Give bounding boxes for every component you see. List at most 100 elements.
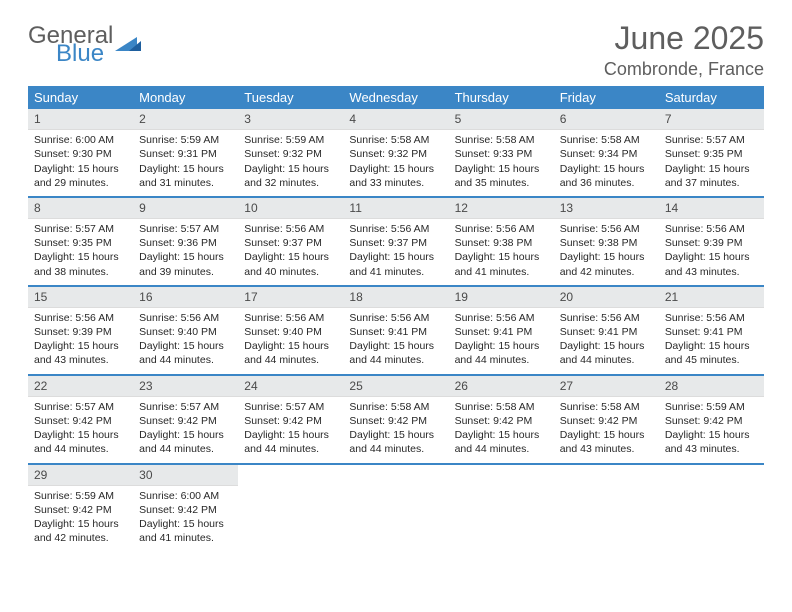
day-cell: 8Sunrise: 5:57 AMSunset: 9:35 PMDaylight… [28,198,133,285]
day-cell: 30Sunrise: 6:00 AMSunset: 9:42 PMDayligh… [133,465,238,552]
sunset-line: Sunset: 9:42 PM [34,414,127,428]
day-number: 23 [133,376,238,397]
day-cell: 1Sunrise: 6:00 AMSunset: 9:30 PMDaylight… [28,109,133,196]
day-number: 15 [28,287,133,308]
day-body: Sunrise: 5:57 AMSunset: 9:35 PMDaylight:… [659,130,764,196]
sunrise-line: Sunrise: 5:57 AM [34,222,127,236]
day-body: Sunrise: 5:57 AMSunset: 9:42 PMDaylight:… [28,397,133,463]
daylight-line: Daylight: 15 hours and 44 minutes. [244,428,337,456]
day-cell: 27Sunrise: 5:58 AMSunset: 9:42 PMDayligh… [554,376,659,463]
day-number: 11 [343,198,448,219]
calendar: SundayMondayTuesdayWednesdayThursdayFrid… [28,86,764,551]
sunrise-line: Sunrise: 5:58 AM [560,400,653,414]
sunset-line: Sunset: 9:41 PM [455,325,548,339]
daylight-line: Daylight: 15 hours and 42 minutes. [560,250,653,278]
day-number: 19 [449,287,554,308]
day-body: Sunrise: 5:57 AMSunset: 9:35 PMDaylight:… [28,219,133,285]
day-number: 28 [659,376,764,397]
day-cell [449,465,554,552]
day-cell: 22Sunrise: 5:57 AMSunset: 9:42 PMDayligh… [28,376,133,463]
day-body: Sunrise: 5:59 AMSunset: 9:42 PMDaylight:… [28,486,133,552]
sunrise-line: Sunrise: 5:58 AM [455,133,548,147]
day-body: Sunrise: 5:56 AMSunset: 9:41 PMDaylight:… [449,308,554,374]
daylight-line: Daylight: 15 hours and 41 minutes. [139,517,232,545]
daylight-line: Daylight: 15 hours and 38 minutes. [34,250,127,278]
sunset-line: Sunset: 9:32 PM [244,147,337,161]
day-number: 18 [343,287,448,308]
day-number: 1 [28,109,133,130]
day-cell: 13Sunrise: 5:56 AMSunset: 9:38 PMDayligh… [554,198,659,285]
sunrise-line: Sunrise: 5:57 AM [139,400,232,414]
day-number: 22 [28,376,133,397]
sunset-line: Sunset: 9:41 PM [665,325,758,339]
daylight-line: Daylight: 15 hours and 44 minutes. [139,339,232,367]
sunrise-line: Sunrise: 5:57 AM [34,400,127,414]
daylight-line: Daylight: 15 hours and 44 minutes. [455,339,548,367]
sunrise-line: Sunrise: 5:56 AM [349,222,442,236]
day-number: 29 [28,465,133,486]
daylight-line: Daylight: 15 hours and 44 minutes. [244,339,337,367]
daylight-line: Daylight: 15 hours and 43 minutes. [665,428,758,456]
day-body: Sunrise: 5:56 AMSunset: 9:40 PMDaylight:… [133,308,238,374]
day-cell: 26Sunrise: 5:58 AMSunset: 9:42 PMDayligh… [449,376,554,463]
calendar-body: 1Sunrise: 6:00 AMSunset: 9:30 PMDaylight… [28,109,764,551]
day-cell: 28Sunrise: 5:59 AMSunset: 9:42 PMDayligh… [659,376,764,463]
sunrise-line: Sunrise: 5:57 AM [139,222,232,236]
day-body: Sunrise: 6:00 AMSunset: 9:30 PMDaylight:… [28,130,133,196]
day-cell: 7Sunrise: 5:57 AMSunset: 9:35 PMDaylight… [659,109,764,196]
day-number: 7 [659,109,764,130]
weekday-header: Friday [554,86,659,109]
day-body: Sunrise: 6:00 AMSunset: 9:42 PMDaylight:… [133,486,238,552]
daylight-line: Daylight: 15 hours and 44 minutes. [34,428,127,456]
daylight-line: Daylight: 15 hours and 44 minutes. [455,428,548,456]
sunrise-line: Sunrise: 6:00 AM [34,133,127,147]
day-cell: 24Sunrise: 5:57 AMSunset: 9:42 PMDayligh… [238,376,343,463]
day-body: Sunrise: 5:59 AMSunset: 9:42 PMDaylight:… [659,397,764,463]
daylight-line: Daylight: 15 hours and 32 minutes. [244,162,337,190]
daylight-line: Daylight: 15 hours and 41 minutes. [349,250,442,278]
daylight-line: Daylight: 15 hours and 44 minutes. [560,339,653,367]
day-number: 24 [238,376,343,397]
sunrise-line: Sunrise: 5:58 AM [349,400,442,414]
sunset-line: Sunset: 9:42 PM [560,414,653,428]
day-number: 26 [449,376,554,397]
day-body: Sunrise: 5:57 AMSunset: 9:42 PMDaylight:… [133,397,238,463]
day-body: Sunrise: 5:56 AMSunset: 9:37 PMDaylight:… [343,219,448,285]
day-cell [554,465,659,552]
sunrise-line: Sunrise: 5:58 AM [560,133,653,147]
day-body: Sunrise: 5:56 AMSunset: 9:39 PMDaylight:… [659,219,764,285]
day-body: Sunrise: 5:56 AMSunset: 9:41 PMDaylight:… [554,308,659,374]
week-row: 29Sunrise: 5:59 AMSunset: 9:42 PMDayligh… [28,465,764,552]
day-body: Sunrise: 5:56 AMSunset: 9:37 PMDaylight:… [238,219,343,285]
day-cell: 3Sunrise: 5:59 AMSunset: 9:32 PMDaylight… [238,109,343,196]
sunset-line: Sunset: 9:42 PM [349,414,442,428]
weekday-header: Monday [133,86,238,109]
daylight-line: Daylight: 15 hours and 39 minutes. [139,250,232,278]
daylight-line: Daylight: 15 hours and 40 minutes. [244,250,337,278]
day-cell: 4Sunrise: 5:58 AMSunset: 9:32 PMDaylight… [343,109,448,196]
sunrise-line: Sunrise: 5:57 AM [244,400,337,414]
day-cell [238,465,343,552]
daylight-line: Daylight: 15 hours and 33 minutes. [349,162,442,190]
day-cell: 29Sunrise: 5:59 AMSunset: 9:42 PMDayligh… [28,465,133,552]
day-number: 20 [554,287,659,308]
sunset-line: Sunset: 9:38 PM [560,236,653,250]
location: Combronde, France [604,59,764,80]
sunrise-line: Sunrise: 5:56 AM [139,311,232,325]
sunrise-line: Sunrise: 5:59 AM [139,133,232,147]
sunset-line: Sunset: 9:35 PM [665,147,758,161]
daylight-line: Daylight: 15 hours and 36 minutes. [560,162,653,190]
day-body: Sunrise: 5:58 AMSunset: 9:42 PMDaylight:… [343,397,448,463]
day-number: 5 [449,109,554,130]
sunset-line: Sunset: 9:42 PM [665,414,758,428]
sunset-line: Sunset: 9:42 PM [139,414,232,428]
sunset-line: Sunset: 9:42 PM [139,503,232,517]
day-cell: 5Sunrise: 5:58 AMSunset: 9:33 PMDaylight… [449,109,554,196]
day-number: 25 [343,376,448,397]
logo-text-blue: Blue [56,42,113,66]
weekday-header: Saturday [659,86,764,109]
sunrise-line: Sunrise: 5:56 AM [34,311,127,325]
weekday-header: Thursday [449,86,554,109]
daylight-line: Daylight: 15 hours and 45 minutes. [665,339,758,367]
sunrise-line: Sunrise: 5:56 AM [665,222,758,236]
